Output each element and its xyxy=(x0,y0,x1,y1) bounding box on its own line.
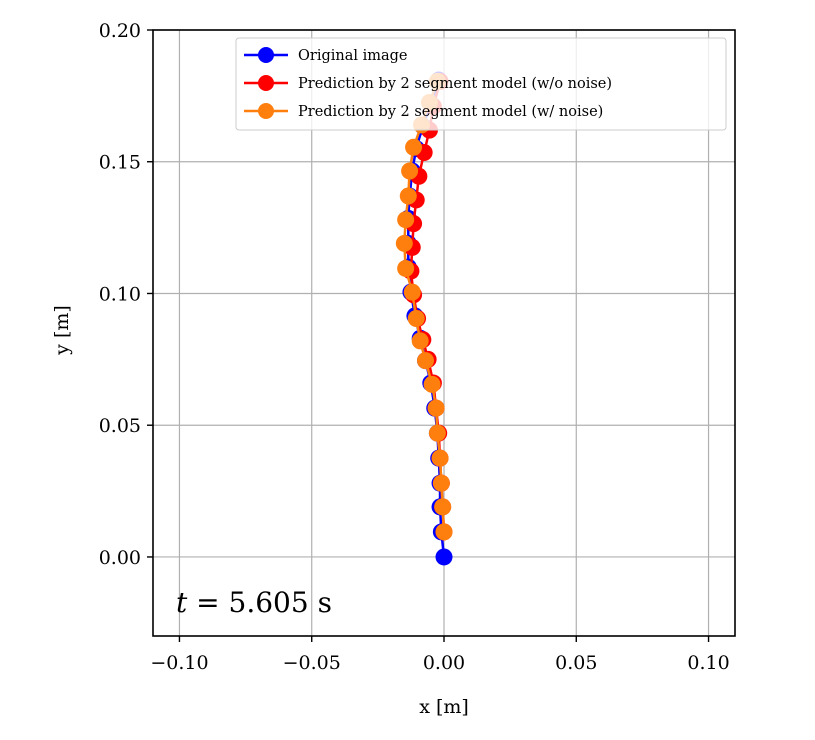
series-2-point-11 xyxy=(397,259,415,277)
time-annotation: t = 5.605 s xyxy=(176,586,332,619)
legend-entry-no-noise: Prediction by 2 segment model (w/o noise… xyxy=(244,75,612,92)
legend-label-with-noise: Prediction by 2 segment model (w/ noise) xyxy=(298,104,603,120)
legend-entry-original: Original image xyxy=(244,47,408,64)
series-2-point-4 xyxy=(428,424,446,442)
series-2-point-10 xyxy=(403,283,421,301)
series-2-point-5 xyxy=(427,399,445,417)
series-2-point-9 xyxy=(407,310,425,328)
series-2-point-3 xyxy=(431,449,449,467)
ticks: −0.10 −0.05 0.00 0.05 0.10 0.00 0.05 0.10 0.15 0.… xyxy=(99,20,730,674)
legend-entry-with-noise: Prediction by 2 segment model (w/ noise) xyxy=(244,103,603,120)
y-tick-label-0: 0.00 xyxy=(99,547,141,569)
series-2-point-0 xyxy=(435,523,453,541)
series-2-point-16 xyxy=(405,138,423,156)
x-axis-label: x [m] xyxy=(419,696,469,718)
series-2-point-14 xyxy=(399,187,417,205)
series-2-point-13 xyxy=(397,211,415,229)
legend-marker-with-noise xyxy=(258,103,274,119)
y-axis-label: y [m] xyxy=(51,305,73,356)
legend-label-original: Original image xyxy=(298,48,408,64)
x-tick-label-0: −0.10 xyxy=(150,652,208,674)
series-2-point-2 xyxy=(432,474,450,492)
y-tick-label-1: 0.05 xyxy=(99,415,141,437)
time-annotation-value: = 5.605 s xyxy=(187,586,332,619)
series-2-point-7 xyxy=(416,352,434,370)
y-tick-label-3: 0.15 xyxy=(99,152,141,174)
x-tick-label-3: 0.05 xyxy=(555,652,597,674)
series-0-point-0 xyxy=(435,548,453,566)
x-tick-label-1: −0.05 xyxy=(283,652,341,674)
series-2-point-12 xyxy=(395,234,413,252)
y-tick-label-2: 0.10 xyxy=(99,283,141,305)
time-annotation-symbol: t xyxy=(176,586,188,619)
legend: Original image Prediction by 2 segment m… xyxy=(235,37,727,131)
x-tick-label-2: 0.00 xyxy=(423,652,465,674)
legend-marker-no-noise xyxy=(258,75,274,91)
series-2-point-6 xyxy=(423,375,441,393)
legend-box xyxy=(235,37,727,131)
series-2-point-8 xyxy=(411,332,429,350)
legend-label-no-noise: Prediction by 2 segment model (w/o noise… xyxy=(298,76,612,92)
y-tick-label-4: 0.20 xyxy=(99,20,141,42)
legend-marker-original xyxy=(258,47,274,63)
x-tick-label-4: 0.10 xyxy=(687,652,729,674)
grid xyxy=(153,29,735,636)
series-2-point-1 xyxy=(434,498,452,516)
series-2-point-15 xyxy=(401,162,419,180)
